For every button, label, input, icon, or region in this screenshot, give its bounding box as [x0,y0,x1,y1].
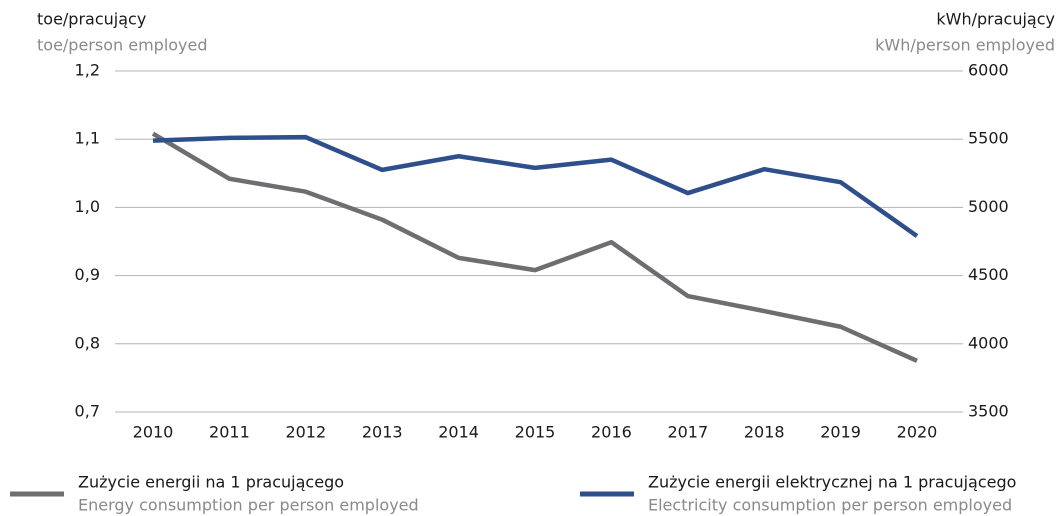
y-axis-label-en: toe/person employed [37,36,208,55]
y2-tick-label: 3500 [968,402,1009,421]
y-axis-label: toe/pracujący [37,10,146,29]
legend-label: Zużycie energii elektrycznej na 1 pracuj… [648,473,1016,492]
legend-label-en: Energy consumption per person employed [78,496,419,515]
legend-label-en: Electricity consumption per person emplo… [648,496,1012,515]
y-tick-label: 1,1 [75,129,100,148]
y-tick-label: 0,8 [75,333,100,352]
x-tick-label: 2015 [515,423,556,442]
y2-axis-label: kWh/pracujący [936,10,1055,29]
y2-tick-label: 4500 [968,265,1009,284]
x-tick-label: 2014 [438,423,479,442]
x-tick-label: 2020 [897,423,938,442]
y-tick-label: 0,7 [75,402,100,421]
series-line [152,134,919,238]
x-tick-label: 2016 [591,423,632,442]
y2-tick-label: 6000 [968,61,1009,80]
x-tick-label: 2010 [133,423,174,442]
series-line [151,131,918,363]
y-tick-label: 0,9 [75,265,100,284]
y2-axis-label-en: kWh/person employed [875,36,1055,55]
y2-tick-label: 5500 [968,129,1009,148]
y2-tick-label: 5000 [968,197,1009,216]
x-tick-label: 2011 [209,423,250,442]
y-tick-label: 1,0 [75,197,100,216]
x-tick-label: 2019 [820,423,861,442]
x-tick-label: 2012 [285,423,326,442]
x-tick-label: 2017 [667,423,708,442]
y-tick-label: 1,2 [75,61,100,80]
x-tick-label: 2018 [744,423,785,442]
legend-label: Zużycie energii na 1 pracującego [78,473,344,492]
x-tick-label: 2013 [362,423,403,442]
y2-tick-label: 4000 [968,333,1009,352]
